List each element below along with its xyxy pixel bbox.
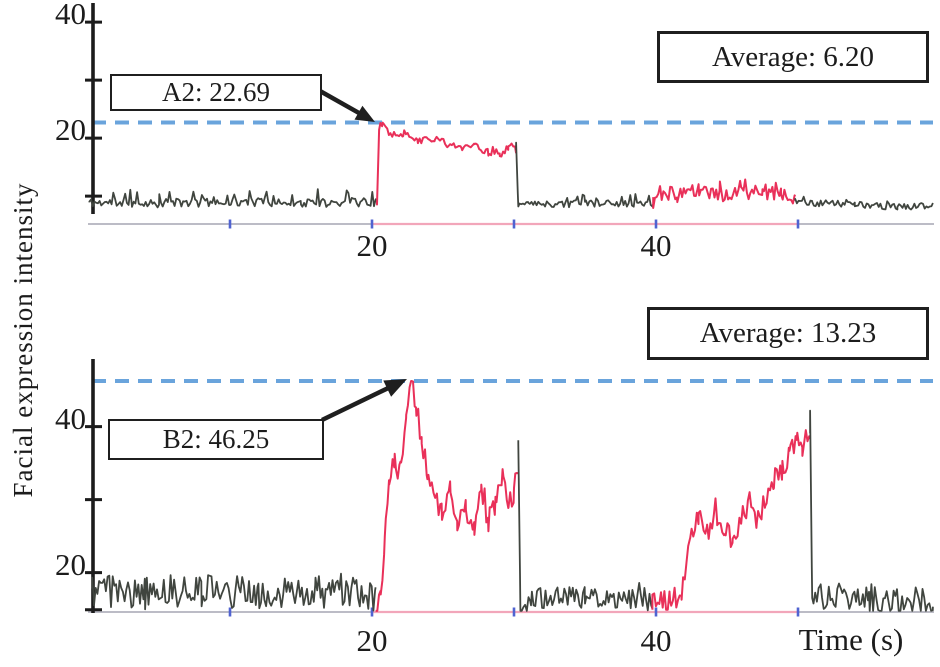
y-tick-label: 20 (55, 112, 86, 148)
annotation-arrowhead (354, 105, 375, 122)
signal-segment-highlighted (376, 121, 518, 206)
signal-segment (88, 188, 378, 209)
signal-segment-highlighted (375, 380, 519, 612)
signal-segment (517, 440, 654, 612)
average-box-bottom: Average: 13.23 (647, 307, 929, 360)
annotation-arrowhead (383, 379, 407, 397)
signal-segment (809, 409, 934, 612)
x-tick-label: 40 (640, 228, 672, 263)
average-box-top: Average: 6.20 (657, 31, 929, 83)
y-tick-label: 20 (55, 546, 86, 582)
signal-segment-highlighted (651, 429, 812, 611)
x-axis-title: Time (s) (798, 622, 904, 657)
annotation-box-b2: B2: 46.25 (108, 419, 324, 460)
annotation-arrow-shaft (321, 385, 390, 423)
annotation-box-a2: A2: 22.69 (110, 74, 322, 111)
y-axis-title: Facial expression intensity (8, 182, 38, 498)
x-tick-label: 40 (640, 623, 672, 658)
signal-segment (91, 572, 377, 612)
annotation-arrow-shaft (318, 89, 362, 116)
signal-segment (794, 195, 934, 211)
signal-segment (515, 141, 655, 209)
x-tick-label: 20 (356, 623, 388, 658)
x-tick-label: 20 (356, 228, 388, 263)
signal-segment-highlighted (652, 178, 797, 209)
y-tick-label: 40 (55, 400, 86, 436)
y-tick-label: 40 (55, 0, 86, 32)
